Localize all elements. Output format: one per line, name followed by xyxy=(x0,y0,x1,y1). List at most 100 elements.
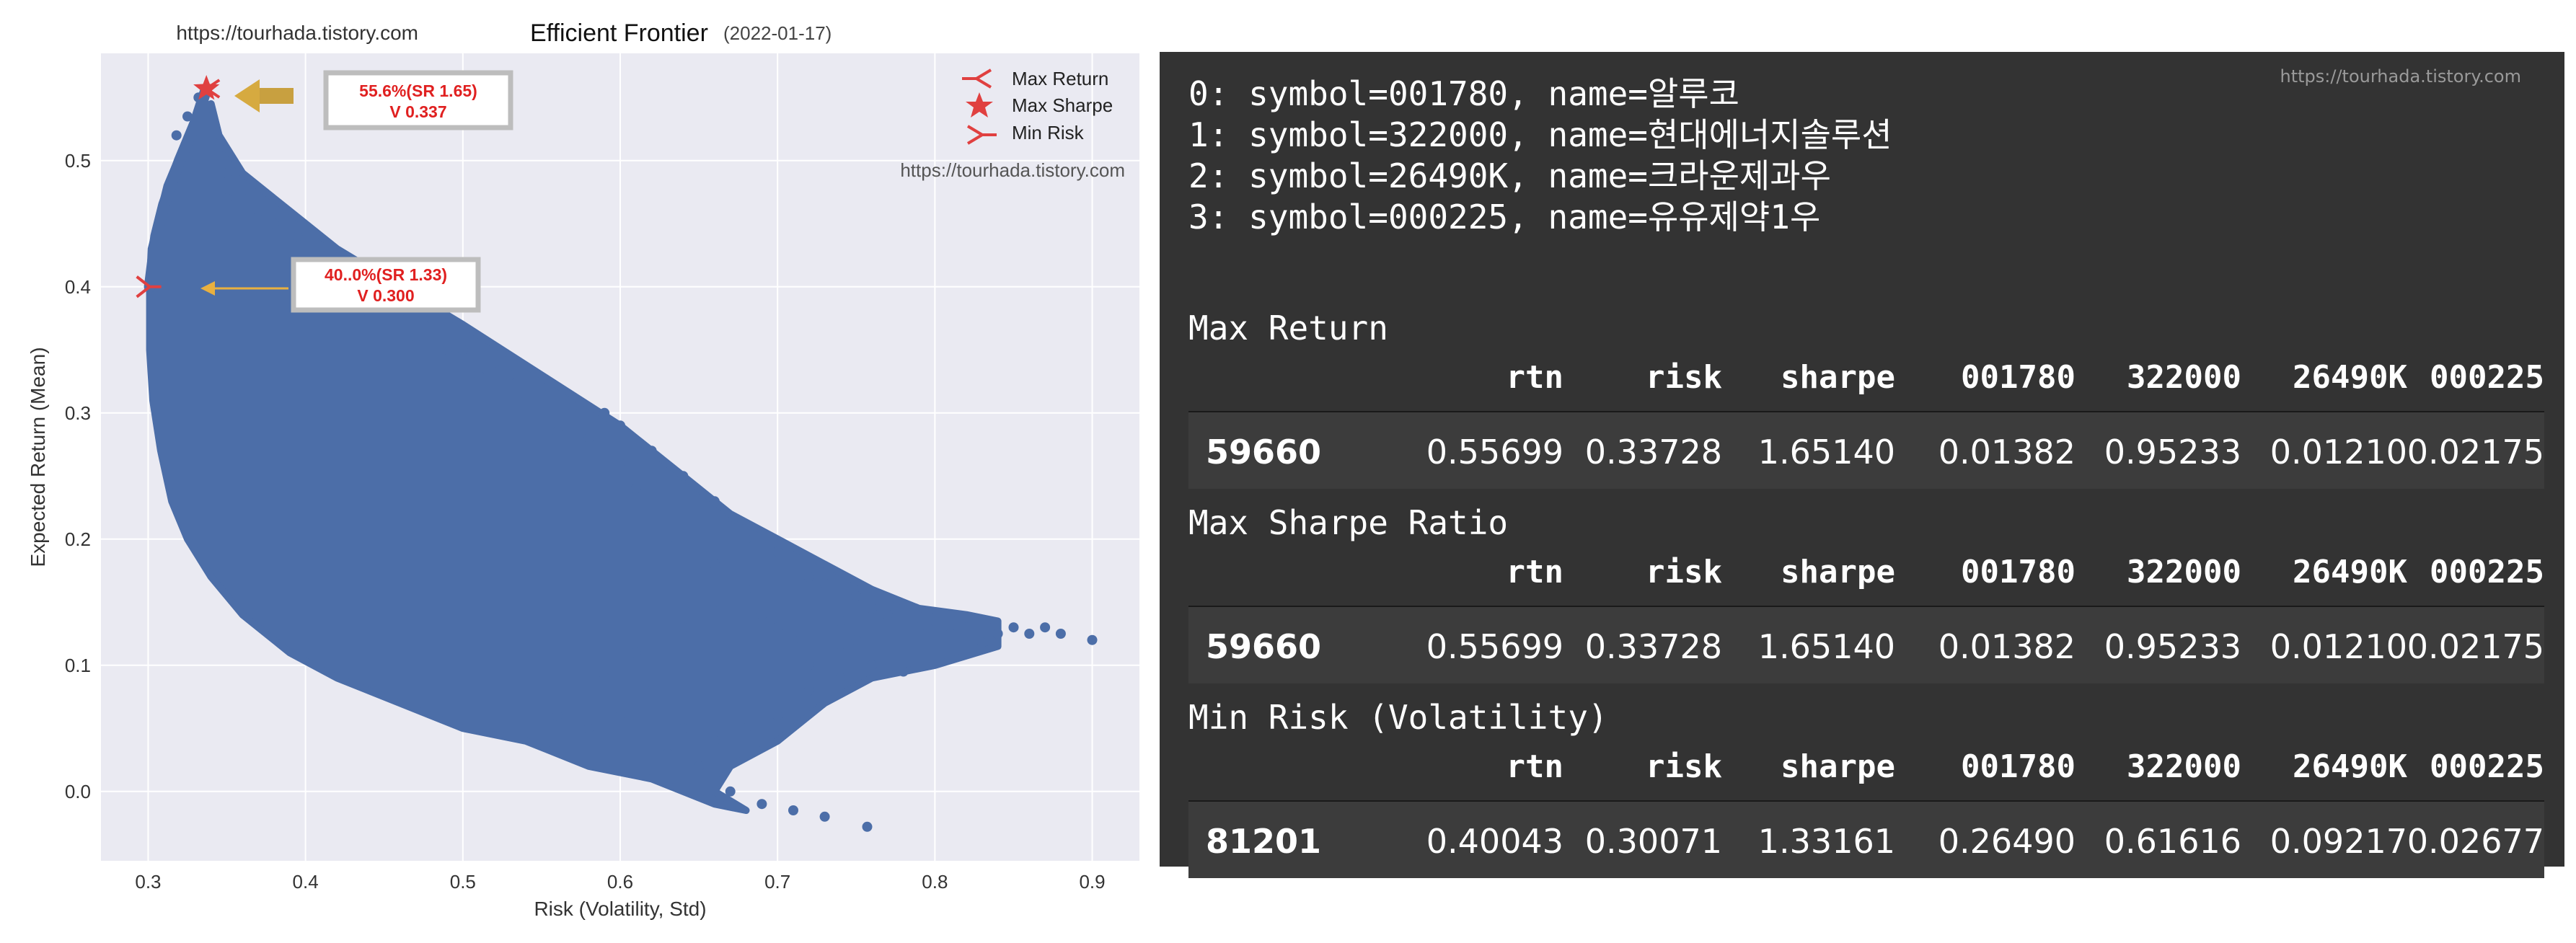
portfolio-point xyxy=(615,420,625,431)
table-cell: 0.95233 xyxy=(2104,433,2241,472)
column-header: 26490K xyxy=(2293,359,2407,396)
portfolio-point xyxy=(835,673,846,683)
symbol-line: 1: symbol=322000, name=현대에너지솔루션 xyxy=(1188,115,1892,154)
portfolio-point xyxy=(599,407,610,418)
legend-min-risk-label: Min Risk xyxy=(1012,122,1085,143)
annotation-arrowhead-min-risk xyxy=(200,281,215,296)
result-section: Max Sharpe Ratio rtn risk sharpe 001780 32200… xyxy=(1188,503,2544,683)
annotation-min-risk-line1: 40..0%(SR 1.33) xyxy=(325,265,447,284)
annotation-arrowhead-max-sharpe xyxy=(234,79,260,112)
portfolio-point xyxy=(662,748,673,759)
portfolio-point xyxy=(630,647,641,658)
column-header: 000225 xyxy=(2430,359,2544,396)
column-header: sharpe xyxy=(1781,359,1895,396)
portfolio-point xyxy=(772,710,783,721)
portfolio-point xyxy=(976,637,987,648)
annotation-max-sharpe-line2: V 0.337 xyxy=(389,102,446,121)
portfolio-point xyxy=(292,231,303,242)
symbol-list: 0: symbol=001780, name=알루코 1: symbol=322… xyxy=(1188,74,1892,238)
annotation-box-min-risk xyxy=(291,257,481,313)
efficient-frontier-chart: https://tourhada.tistory.com Efficient F… xyxy=(0,0,1154,943)
column-header: 001780 xyxy=(1961,359,2076,396)
portfolio-point xyxy=(851,634,862,645)
chart-watermark: https://tourhada.tistory.com xyxy=(900,159,1125,181)
symbol-line: 2: symbol=26490K, name=크라운제과우 xyxy=(1188,156,1831,195)
legend-min-risk-icon xyxy=(966,125,997,145)
table-cell: 0.01382 xyxy=(1938,627,2076,666)
column-header: sharpe xyxy=(1781,554,1895,590)
column-header: risk xyxy=(1646,554,1722,590)
annotation-box-max-sharpe xyxy=(323,70,513,130)
results-panel: https://tourhada.tistory.com 0: symbol=0… xyxy=(1160,52,2564,878)
table-row: 59660 0.55699 0.33728 1.65140 0.01382 0.95233… xyxy=(1188,412,2544,489)
portfolio-point xyxy=(190,155,200,166)
portfolio-point xyxy=(237,193,248,204)
result-section: Min Risk (Volatility) rtn risk sharpe 001780… xyxy=(1188,697,2544,878)
table-cell: 0.33728 xyxy=(1584,433,1722,472)
table-cell: 0.61616 xyxy=(2104,822,2241,861)
annotation-max-sharpe-line1: 55.6%(SR 1.65) xyxy=(359,81,477,100)
portfolio-point xyxy=(442,345,452,355)
portfolio-point xyxy=(536,382,547,393)
portfolio-point xyxy=(221,168,232,179)
table-cell: 0.01382 xyxy=(1938,433,2076,472)
table-cell: 0.09217 xyxy=(2270,822,2407,861)
legend-max-sharpe-label: Max Sharpe xyxy=(1012,94,1113,116)
portfolio-point xyxy=(630,483,641,494)
column-header: 322000 xyxy=(2127,748,2241,785)
panel-watermark: https://tourhada.tistory.com xyxy=(2280,66,2521,87)
column-header: risk xyxy=(1646,748,1722,785)
portfolio-point xyxy=(457,345,468,355)
table-cell: 1.33161 xyxy=(1757,822,1895,861)
max-sharpe-marker xyxy=(193,75,220,100)
portfolio-point xyxy=(1008,622,1019,633)
portfolio-point xyxy=(898,666,909,677)
title-suffix: (2022-01-17) xyxy=(723,22,832,44)
table-cell: 0.30071 xyxy=(1584,822,1722,861)
x-tick-label: 0.3 xyxy=(135,871,161,893)
y-axis-label: Expected Return (Mean) xyxy=(27,347,49,567)
portfolio-point xyxy=(803,572,814,583)
portfolio-point xyxy=(662,534,673,544)
table-cell: 0.01210 xyxy=(2270,433,2407,472)
portfolio-point xyxy=(709,597,720,608)
annotation-max-sharpe: 55.6%(SR 1.65) V 0.337 xyxy=(234,70,513,130)
row-index: 81201 xyxy=(1206,822,1322,861)
x-tick-label: 0.7 xyxy=(764,871,790,893)
section-title: Max Sharpe Ratio xyxy=(1188,503,1509,542)
legend-max-return-icon xyxy=(962,68,992,89)
portfolio-point xyxy=(772,546,783,557)
column-header: rtn xyxy=(1506,748,1563,785)
portfolio-point xyxy=(867,603,878,614)
legend: Max Return Max Sharpe Min Risk xyxy=(962,68,1113,145)
portfolio-point xyxy=(213,143,224,154)
column-header: rtn xyxy=(1506,359,1563,396)
portfolio-point xyxy=(552,427,563,437)
portfolio-point xyxy=(772,622,783,633)
portfolio-point xyxy=(583,723,594,734)
table-header: rtn risk sharpe 001780 322000 26490K 000225 xyxy=(1188,738,2544,802)
column-header: 000225 xyxy=(2430,748,2544,785)
portfolio-point xyxy=(1040,622,1051,633)
table-cell: 0.02175 xyxy=(2407,627,2544,666)
portfolio-point xyxy=(709,559,720,570)
x-tick-label: 0.9 xyxy=(1079,871,1105,893)
annotation-min-risk: 40..0%(SR 1.33) V 0.300 xyxy=(200,257,481,313)
table-cell: 1.65140 xyxy=(1757,627,1895,666)
portfolio-point xyxy=(426,313,437,324)
column-header: 000225 xyxy=(2430,554,2544,590)
portfolio-point xyxy=(867,660,878,670)
y-tick-label: 0.0 xyxy=(65,781,91,802)
portfolio-point xyxy=(410,332,421,342)
table-row: 81201 0.40043 0.30071 1.33161 0.26490 0.61616… xyxy=(1188,802,2544,878)
portfolio-point xyxy=(741,723,751,734)
table-cell: 0.55699 xyxy=(1426,627,1563,666)
table-cell: 0.33728 xyxy=(1584,627,1722,666)
portfolio-point xyxy=(678,471,689,482)
portfolio-point xyxy=(253,205,264,216)
table-cell: 0.55699 xyxy=(1426,433,1563,472)
portfolio-point xyxy=(992,629,1003,639)
portfolio-point xyxy=(521,395,531,406)
portfolio-point xyxy=(646,685,657,696)
portfolio-points xyxy=(171,92,1098,832)
